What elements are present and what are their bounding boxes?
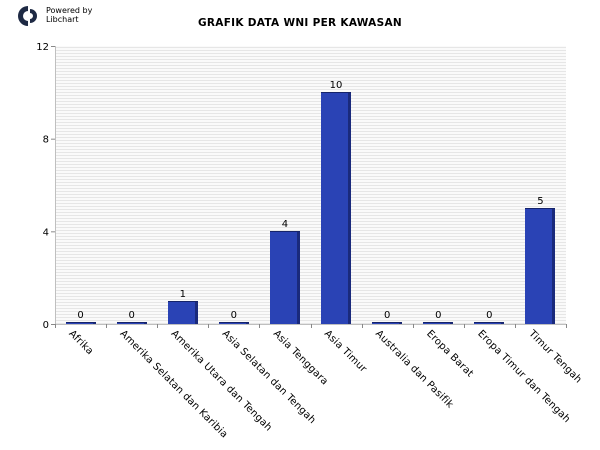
category-label: Eropa Barat [424, 328, 475, 379]
bar [117, 322, 147, 324]
bar-body [525, 208, 555, 324]
bar-body [321, 92, 351, 324]
bar-top-edge [525, 208, 555, 209]
bar-top-edge [117, 322, 147, 323]
bar-value-label: 5 [537, 196, 543, 207]
axes [51, 46, 567, 328]
bar [66, 322, 96, 324]
bar-top-edge [66, 322, 96, 323]
libchart-logo: Powered by Libchart [14, 4, 104, 28]
bar-top-edge [321, 92, 351, 93]
bar-value-label: 4 [282, 219, 288, 230]
bar-value-label: 10 [330, 80, 343, 91]
category-label: Timur Tengah [526, 328, 584, 386]
bar-shade [195, 301, 198, 324]
bar [372, 322, 402, 324]
bar-body [270, 231, 300, 324]
bar-top-edge [474, 322, 504, 323]
y-tick-label: 4 [43, 227, 49, 238]
category-label: Asia Timur [322, 328, 369, 375]
category-label: Eropa Timur dan Tengah [475, 328, 572, 425]
bar-top-edge [168, 301, 198, 302]
category-label: Amerika Utara dan Tengah [169, 328, 274, 433]
bar-top-edge [372, 322, 402, 323]
libchart-logo-icon [18, 6, 37, 26]
bar-shade [297, 231, 300, 324]
bar-value-label: 0 [77, 310, 83, 321]
logo-line-1: Powered by [46, 6, 93, 15]
chart-title: GRAFIK DATA WNI PER KAWASAN [197, 17, 402, 29]
bar-top-edge [219, 322, 249, 323]
bar-value-label: 0 [231, 310, 237, 321]
bar [270, 231, 300, 324]
bars [66, 92, 555, 324]
bar [219, 322, 249, 324]
bar-body [168, 301, 198, 324]
bar [321, 92, 351, 324]
bar [525, 208, 555, 324]
bar-value-label: 0 [435, 310, 441, 321]
bar-value-label: 0 [128, 310, 134, 321]
bar [168, 301, 198, 324]
bar-value-label: 1 [180, 289, 186, 300]
bar-shade [348, 92, 351, 324]
category-label: Asia Tenggara [271, 328, 330, 387]
category-label: Amerika Selatan dan Karibia [118, 328, 230, 440]
logo-line-2: Libchart [46, 15, 79, 24]
bar [423, 322, 453, 324]
bar-top-edge [423, 322, 453, 323]
bar-value-label: 0 [384, 310, 390, 321]
category-label: Asia Selatan dan Tengah [220, 328, 318, 426]
bar-top-edge [270, 231, 300, 232]
y-tick-label: 12 [36, 42, 49, 53]
bar-shade [552, 208, 555, 324]
grid-lines [55, 46, 566, 324]
bar [474, 322, 504, 324]
bar-value-label: 0 [486, 310, 492, 321]
y-tick-label: 8 [43, 135, 49, 146]
category-label: Afrika [66, 328, 95, 357]
y-tick-label: 0 [43, 320, 49, 331]
